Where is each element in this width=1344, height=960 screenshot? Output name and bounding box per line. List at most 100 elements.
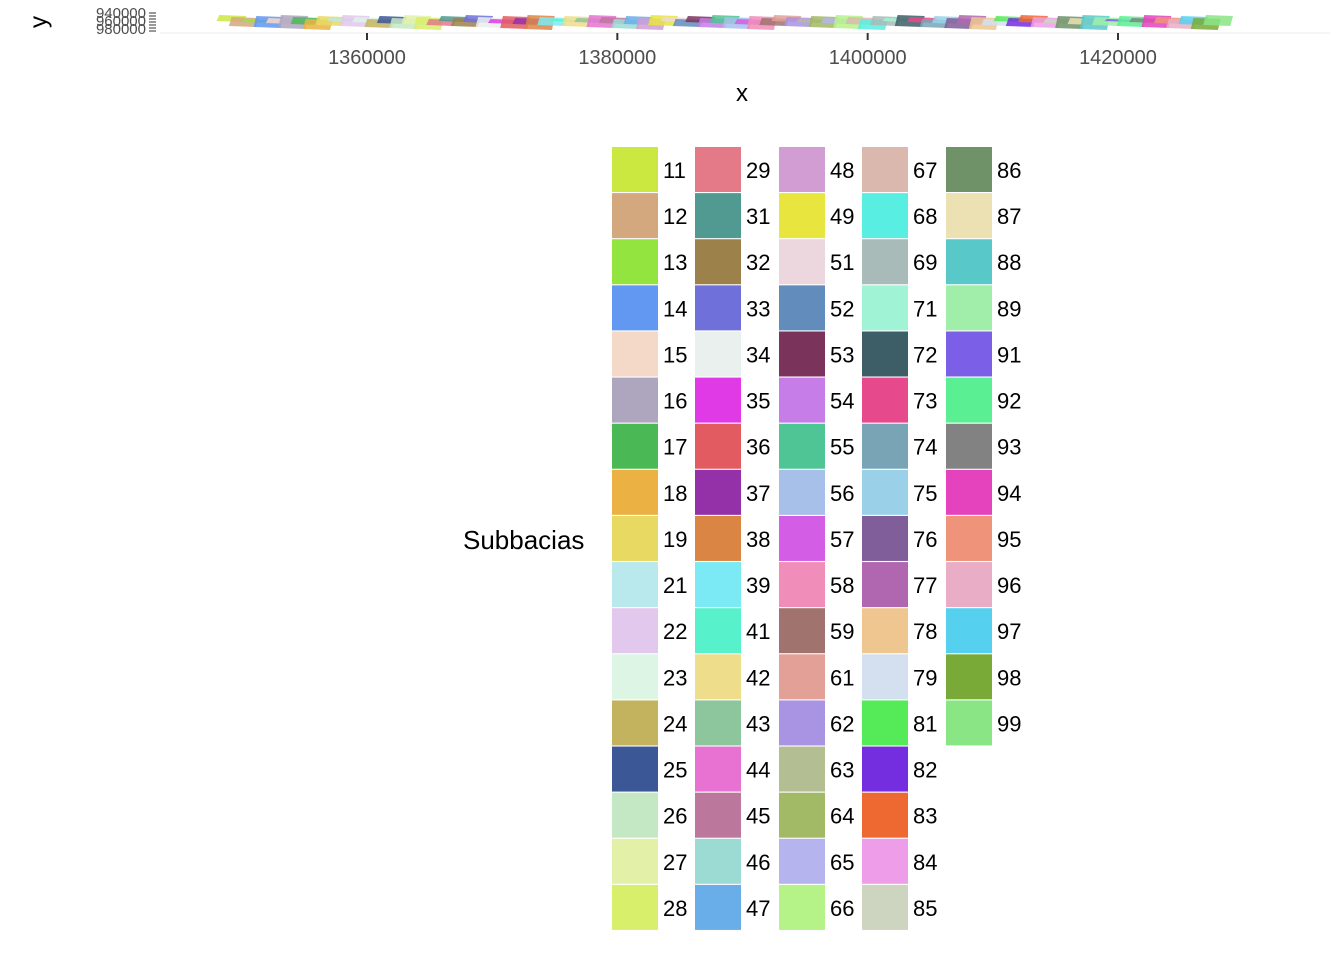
legend-label: 14 <box>663 296 687 321</box>
legend-item-73: 73 <box>862 377 937 423</box>
legend-label: 49 <box>830 204 854 229</box>
legend-swatch <box>612 700 658 746</box>
legend-item-17: 17 <box>612 423 687 469</box>
legend-label: 73 <box>913 389 937 414</box>
legend-swatch <box>862 700 908 746</box>
legend-label: 92 <box>997 389 1021 414</box>
legend-swatch <box>612 562 658 608</box>
legend-item-27: 27 <box>612 838 687 884</box>
legend-label: 29 <box>746 158 770 183</box>
legend-item-14: 14 <box>612 285 687 331</box>
legend-swatch <box>779 377 825 423</box>
legend-item-59: 59 <box>779 608 854 654</box>
legend-swatch <box>946 423 992 469</box>
legend-item-28: 28 <box>612 884 687 930</box>
legend-swatch <box>862 515 908 561</box>
legend-label: 57 <box>830 527 854 552</box>
legend-swatch <box>862 884 908 930</box>
y-tick-label: 940000 <box>96 5 146 22</box>
legend-label: 78 <box>913 619 937 644</box>
legend-item-76: 76 <box>862 515 937 561</box>
legend-label: 33 <box>746 296 770 321</box>
legend-label: 48 <box>830 158 854 183</box>
legend-label: 23 <box>663 665 687 690</box>
legend-swatch <box>862 792 908 838</box>
legend-label: 41 <box>746 619 770 644</box>
y-tick-label: 980000 <box>96 21 146 38</box>
legend-item-47: 47 <box>695 884 770 930</box>
legend-item-18: 18 <box>612 469 687 515</box>
legend-label: 25 <box>663 758 687 783</box>
legend-label: 79 <box>913 665 937 690</box>
legend-label: 54 <box>830 389 854 414</box>
legend-label: 39 <box>746 573 770 598</box>
legend-swatch <box>695 515 741 561</box>
legend-label: 34 <box>746 342 770 367</box>
legend-item-98: 98 <box>946 654 1021 700</box>
legend-swatch <box>695 147 741 192</box>
legend-swatch <box>946 147 992 192</box>
legend-label: 75 <box>913 481 937 506</box>
legend-item-63: 63 <box>779 746 854 792</box>
legend-label: 77 <box>913 573 937 598</box>
legend-item-68: 68 <box>862 193 937 239</box>
legend-item-67: 67 <box>862 147 937 192</box>
legend-item-88: 88 <box>946 239 1021 285</box>
legend-item-35: 35 <box>695 377 770 423</box>
legend-swatch <box>695 654 741 700</box>
legend-swatch <box>779 331 825 377</box>
legend-item-82: 82 <box>862 746 937 792</box>
legend-label: 99 <box>997 711 1021 736</box>
legend-label: 84 <box>913 850 937 875</box>
legend-swatch <box>862 331 908 377</box>
legend-swatch <box>946 377 992 423</box>
legend-swatch <box>779 654 825 700</box>
legend-swatch <box>946 469 992 515</box>
legend-item-58: 58 <box>779 562 854 608</box>
legend-swatch <box>946 700 992 746</box>
legend-label: 59 <box>830 619 854 644</box>
y-axis-title: y <box>25 16 52 28</box>
legend-item-32: 32 <box>695 239 770 285</box>
legend-swatch <box>695 608 741 654</box>
legend-label: 68 <box>913 204 937 229</box>
legend-label: 95 <box>997 527 1021 552</box>
legend-label: 81 <box>913 711 937 736</box>
x-tick-label: 1400000 <box>829 47 907 69</box>
x-tick-label: 1420000 <box>1079 47 1157 69</box>
legend-label: 71 <box>913 296 937 321</box>
legend-swatch <box>779 746 825 792</box>
legend-item-64: 64 <box>779 792 854 838</box>
legend-item-22: 22 <box>612 608 687 654</box>
legend-item-86: 86 <box>946 147 1021 192</box>
legend-label: 86 <box>997 158 1021 183</box>
legend-swatch <box>612 608 658 654</box>
legend-swatch <box>946 285 992 331</box>
legend-item-91: 91 <box>946 331 1021 377</box>
legend-label: 31 <box>746 204 770 229</box>
legend-label: 82 <box>913 758 937 783</box>
legend-label: 18 <box>663 481 687 506</box>
subbasin-39 <box>537 17 568 26</box>
legend-label: 35 <box>746 389 770 414</box>
legend-swatch <box>695 331 741 377</box>
legend-swatch <box>779 792 825 838</box>
y-tick-label: 960000 <box>96 13 146 30</box>
legend-item-89: 89 <box>946 285 1021 331</box>
legend-item-15: 15 <box>612 331 687 377</box>
legend-item-72: 72 <box>862 331 937 377</box>
legend-item-13: 13 <box>612 239 687 285</box>
x-tick-label: 1360000 <box>328 47 406 69</box>
legend-swatch <box>612 469 658 515</box>
legend-label: 55 <box>830 435 854 460</box>
legend-swatch <box>695 746 741 792</box>
legend-swatch <box>862 562 908 608</box>
legend-swatch <box>779 147 825 192</box>
legend-item-75: 75 <box>862 469 937 515</box>
legend-item-48: 48 <box>779 147 854 192</box>
legend-swatch <box>779 838 825 884</box>
legend-item-65: 65 <box>779 838 854 884</box>
legend-swatch <box>695 377 741 423</box>
legend-item-11: 11 <box>612 147 686 192</box>
